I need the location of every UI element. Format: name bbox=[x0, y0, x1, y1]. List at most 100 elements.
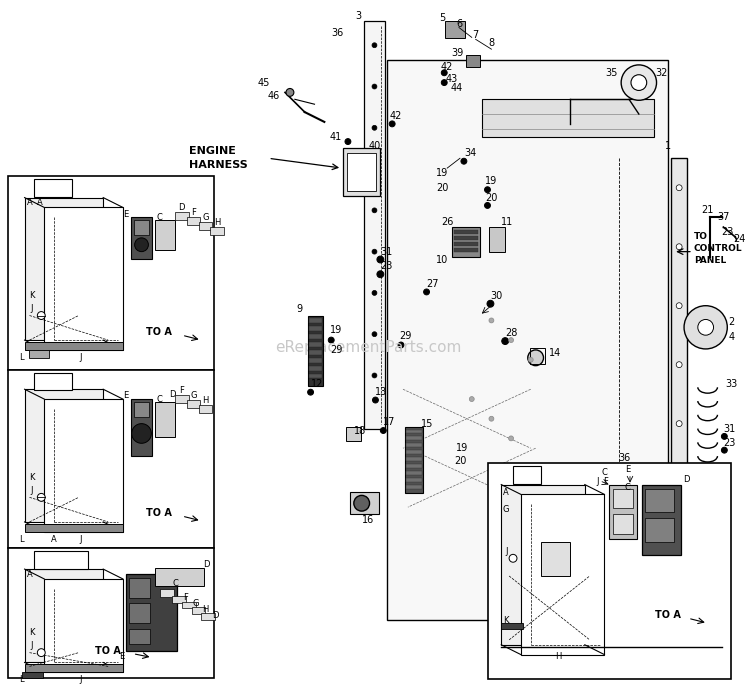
Bar bbox=[645, 518, 674, 542]
Bar bbox=[134, 402, 149, 417]
Bar bbox=[160, 589, 174, 596]
Text: C: C bbox=[172, 579, 178, 588]
Text: 26: 26 bbox=[441, 217, 454, 227]
Bar bbox=[175, 395, 189, 403]
Text: FD: FD bbox=[46, 377, 61, 388]
Text: D: D bbox=[169, 390, 176, 399]
Text: 45: 45 bbox=[257, 77, 269, 88]
Circle shape bbox=[372, 125, 377, 131]
Text: 23: 23 bbox=[380, 261, 392, 272]
Bar bbox=[346, 426, 361, 442]
Text: K: K bbox=[503, 616, 509, 625]
Circle shape bbox=[441, 79, 447, 86]
Text: 36: 36 bbox=[331, 28, 344, 39]
Bar bbox=[187, 400, 200, 408]
Text: 17: 17 bbox=[383, 417, 395, 426]
Text: 3.): 3.) bbox=[10, 556, 26, 566]
Circle shape bbox=[461, 158, 466, 164]
Text: K: K bbox=[28, 629, 34, 638]
Text: J: J bbox=[596, 477, 598, 486]
Text: H: H bbox=[214, 218, 220, 227]
Bar bbox=[308, 374, 322, 379]
Polygon shape bbox=[25, 569, 104, 663]
Text: E: E bbox=[123, 210, 128, 219]
Text: F: F bbox=[179, 386, 184, 395]
Text: 9: 9 bbox=[297, 303, 303, 314]
Text: C: C bbox=[156, 395, 162, 404]
Text: 11: 11 bbox=[501, 217, 513, 227]
Text: A: A bbox=[26, 569, 32, 578]
Bar bbox=[25, 342, 123, 350]
Text: 39: 39 bbox=[451, 48, 464, 58]
Bar bbox=[308, 342, 322, 347]
Text: E: E bbox=[626, 465, 631, 474]
Circle shape bbox=[286, 88, 294, 96]
Circle shape bbox=[372, 249, 377, 254]
Text: A: A bbox=[503, 488, 509, 497]
Text: A: A bbox=[605, 586, 613, 596]
Bar bbox=[406, 430, 422, 433]
Bar bbox=[172, 596, 186, 603]
Text: 6: 6 bbox=[456, 19, 462, 28]
Text: F: F bbox=[183, 593, 188, 602]
Circle shape bbox=[345, 139, 351, 144]
Text: 12: 12 bbox=[311, 379, 324, 389]
Bar bbox=[452, 227, 480, 256]
Text: A: A bbox=[51, 535, 57, 544]
Bar bbox=[671, 158, 687, 610]
Bar bbox=[406, 464, 422, 468]
Text: 29: 29 bbox=[400, 331, 412, 341]
Bar bbox=[642, 484, 681, 556]
Text: C: C bbox=[156, 213, 162, 222]
Text: G: G bbox=[202, 213, 208, 222]
Circle shape bbox=[676, 303, 682, 309]
Circle shape bbox=[380, 428, 386, 433]
Text: 30: 30 bbox=[490, 291, 502, 301]
Text: J: J bbox=[30, 486, 33, 495]
Text: F: F bbox=[603, 477, 608, 486]
Polygon shape bbox=[25, 198, 104, 340]
Circle shape bbox=[372, 208, 377, 213]
Polygon shape bbox=[521, 494, 605, 654]
Text: 10: 10 bbox=[436, 254, 448, 265]
Text: TO A: TO A bbox=[95, 645, 121, 656]
Bar bbox=[614, 489, 633, 508]
Polygon shape bbox=[44, 399, 123, 532]
Bar bbox=[347, 153, 376, 191]
Bar bbox=[25, 665, 123, 672]
Circle shape bbox=[484, 187, 490, 193]
Bar bbox=[501, 623, 523, 629]
Text: L: L bbox=[20, 353, 24, 362]
Text: PANEL: PANEL bbox=[694, 256, 726, 265]
Text: J: J bbox=[80, 353, 82, 362]
Circle shape bbox=[377, 271, 384, 278]
Text: F: F bbox=[191, 208, 196, 217]
Text: 35: 35 bbox=[605, 68, 617, 78]
Circle shape bbox=[509, 554, 517, 562]
Text: 2: 2 bbox=[728, 317, 734, 328]
Text: 37: 37 bbox=[717, 212, 729, 223]
Circle shape bbox=[528, 357, 533, 362]
Text: JD+LD: JD+LD bbox=[45, 556, 79, 566]
Bar bbox=[155, 220, 175, 249]
Circle shape bbox=[424, 289, 430, 295]
Circle shape bbox=[372, 84, 377, 89]
Bar bbox=[308, 334, 322, 339]
Text: 3: 3 bbox=[356, 11, 362, 21]
Text: 4.): 4.) bbox=[489, 471, 504, 481]
Circle shape bbox=[509, 436, 514, 441]
Bar bbox=[308, 319, 322, 323]
Text: D: D bbox=[212, 611, 218, 620]
Text: ED: ED bbox=[46, 184, 61, 193]
Text: 19: 19 bbox=[456, 443, 468, 453]
Text: 14: 14 bbox=[549, 348, 562, 358]
Polygon shape bbox=[44, 579, 123, 672]
Bar bbox=[129, 578, 150, 598]
Circle shape bbox=[38, 493, 45, 501]
Circle shape bbox=[373, 397, 379, 403]
Circle shape bbox=[38, 312, 45, 319]
Polygon shape bbox=[44, 207, 123, 350]
Bar bbox=[202, 614, 215, 621]
Text: 31: 31 bbox=[380, 247, 392, 256]
Circle shape bbox=[354, 495, 370, 511]
